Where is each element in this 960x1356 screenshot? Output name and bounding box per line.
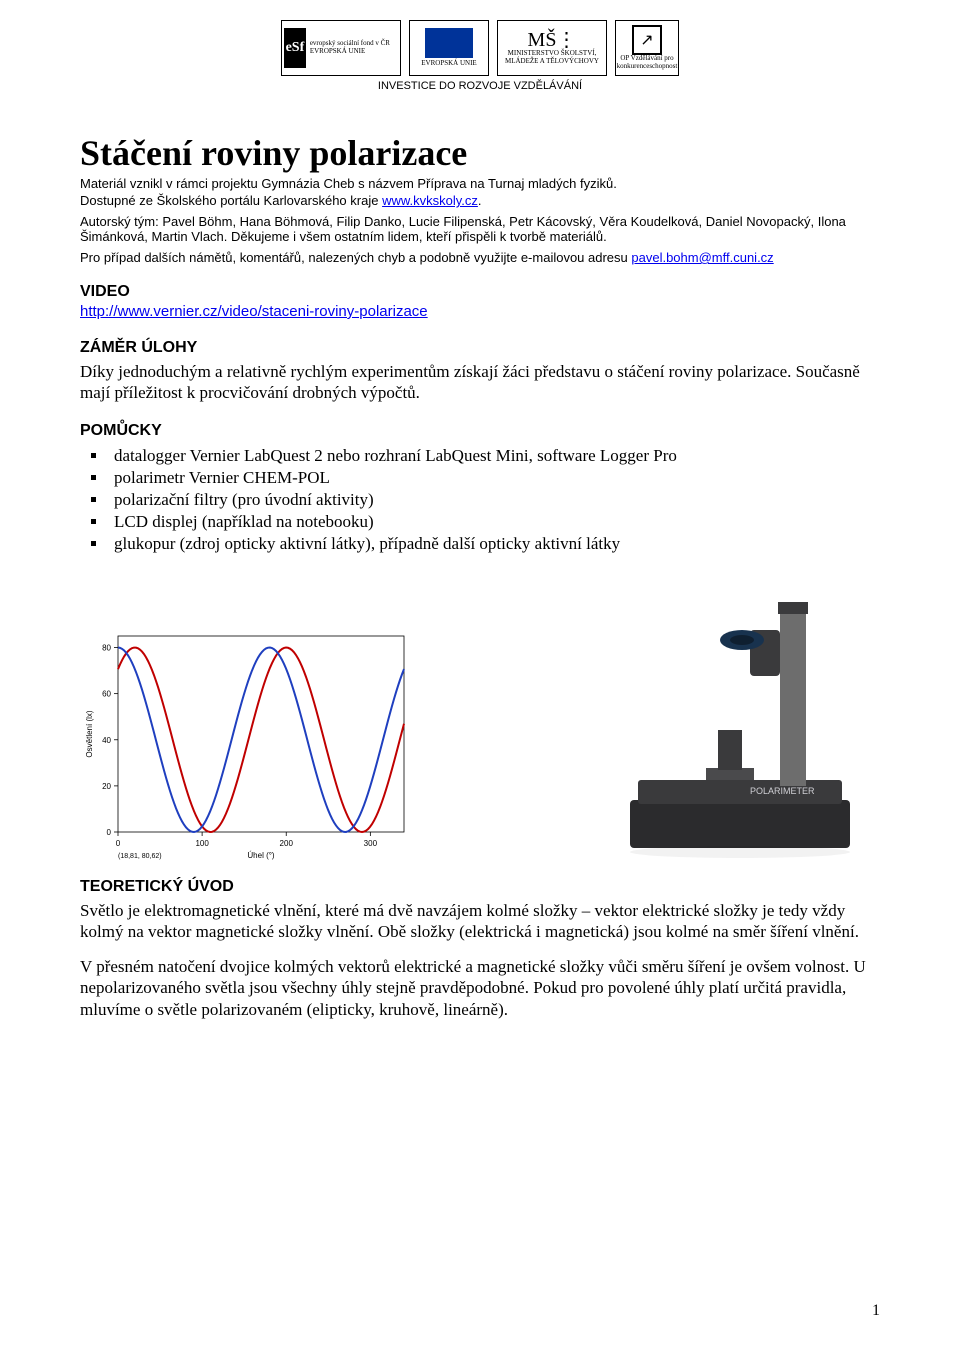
chart-svg: 0 20 40 60 80 0 100 200 300 Osvětlení (lx) Úhel (°…	[80, 630, 410, 860]
heading-pomucky: POMŮCKY	[80, 422, 880, 440]
list-item: glukopur (zdroj opticky aktivní látky), …	[108, 534, 880, 554]
subtitle: Materiál vznikl v rámci projektu Gymnázi…	[80, 176, 880, 191]
eu-caption: EVROPSKÁ UNIE	[421, 60, 476, 68]
svg-text:0: 0	[107, 828, 112, 837]
op-caption: OP Vzdělávání pro konkurenceschopnost	[617, 55, 678, 70]
logo-esf: eSf evropský sociální fond v ČR EVROPSKÁ…	[281, 20, 401, 76]
teorie-p1: Světlo je elektromagnetické vlnění, kter…	[80, 900, 880, 943]
heading-teorie: TEORETICKÝ ÚVOD	[80, 878, 880, 896]
subtitle2-pre: Dostupné ze Školského portálu Karlovarsk…	[80, 193, 382, 208]
subtitle2: Dostupné ze Školského portálu Karlovarsk…	[80, 193, 880, 208]
svg-text:Úhel (°): Úhel (°)	[247, 851, 275, 860]
svg-text:40: 40	[102, 735, 111, 744]
portal-link[interactable]: www.kvkskoly.cz	[382, 193, 478, 208]
svg-text:20: 20	[102, 781, 111, 790]
msmt-icon: MŠ⋮	[528, 30, 577, 50]
chart-figure: 0 20 40 60 80 0 100 200 300 Osvětlení (lx) Úhel (°…	[80, 630, 410, 860]
svg-text:300: 300	[364, 839, 378, 848]
header-logos: eSf evropský sociální fond v ČR EVROPSKÁ…	[80, 20, 880, 76]
svg-text:(18,81, 80,62): (18,81, 80,62)	[118, 853, 162, 860]
svg-text:0: 0	[116, 839, 121, 848]
svg-text:POLARIMETER: POLARIMETER	[750, 786, 815, 796]
op-icon: ↗	[632, 25, 662, 55]
svg-text:100: 100	[195, 839, 209, 848]
video-link[interactable]: http://www.vernier.cz/video/staceni-rovi…	[80, 303, 428, 320]
heading-video: VIDEO	[80, 283, 880, 301]
esf-caption: evropský sociální fond v ČR EVROPSKÁ UNI…	[310, 40, 398, 55]
heading-zamer: ZÁMĚR ÚLOHY	[80, 339, 880, 357]
list-item: polarimetr Vernier CHEM-POL	[108, 468, 880, 488]
feedback-pre: Pro případ dalších námětů, komentářů, na…	[80, 250, 631, 265]
zamer-body: Díky jednoduchým a relativně rychlým exp…	[80, 361, 880, 404]
list-item: polarizační filtry (pro úvodní aktivity)	[108, 490, 880, 510]
esf-icon: eSf	[284, 28, 306, 68]
logo-msmt: MŠ⋮ MINISTERSTVO ŠKOLSTVÍ, MLÁDEŽE A TĚL…	[497, 20, 607, 76]
pomucky-list: datalogger Vernier LabQuest 2 nebo rozhr…	[108, 446, 880, 554]
feedback: Pro případ dalších námětů, komentářů, na…	[80, 250, 880, 265]
teorie-p2: V přesném natočení dvojice kolmých vekto…	[80, 956, 880, 1020]
logo-eu: EVROPSKÁ UNIE	[409, 20, 489, 76]
svg-text:Osvětlení (lx): Osvětlení (lx)	[85, 710, 94, 757]
logo-op: ↗ OP Vzdělávání pro konkurenceschopnost	[615, 20, 679, 76]
device-figure: POLARIMETER	[600, 580, 880, 860]
svg-text:80: 80	[102, 643, 111, 652]
authors: Autorský tým: Pavel Böhm, Hana Böhmová, …	[80, 214, 880, 244]
page-title: Stáčení roviny polarizace	[80, 132, 880, 174]
msmt-caption: MINISTERSTVO ŠKOLSTVÍ, MLÁDEŽE A TĚLOVÝC…	[500, 50, 604, 65]
list-item: LCD displej (například na notebooku)	[108, 512, 880, 532]
list-item: datalogger Vernier LabQuest 2 nebo rozhr…	[108, 446, 880, 466]
device-svg: POLARIMETER	[610, 580, 870, 860]
subtitle2-post: .	[478, 193, 482, 208]
page: eSf evropský sociální fond v ČR EVROPSKÁ…	[0, 0, 960, 1356]
figures-row: 0 20 40 60 80 0 100 200 300 Osvětlení (lx) Úhel (°…	[80, 580, 880, 860]
header-tagline: INVESTICE DO ROZVOJE VZDĚLÁVÁNÍ	[80, 80, 880, 92]
page-number: 1	[872, 1302, 880, 1320]
eu-flag-icon	[425, 28, 473, 58]
svg-text:60: 60	[102, 689, 111, 698]
feedback-email-link[interactable]: pavel.bohm@mff.cuni.cz	[631, 250, 773, 265]
svg-text:200: 200	[280, 839, 294, 848]
